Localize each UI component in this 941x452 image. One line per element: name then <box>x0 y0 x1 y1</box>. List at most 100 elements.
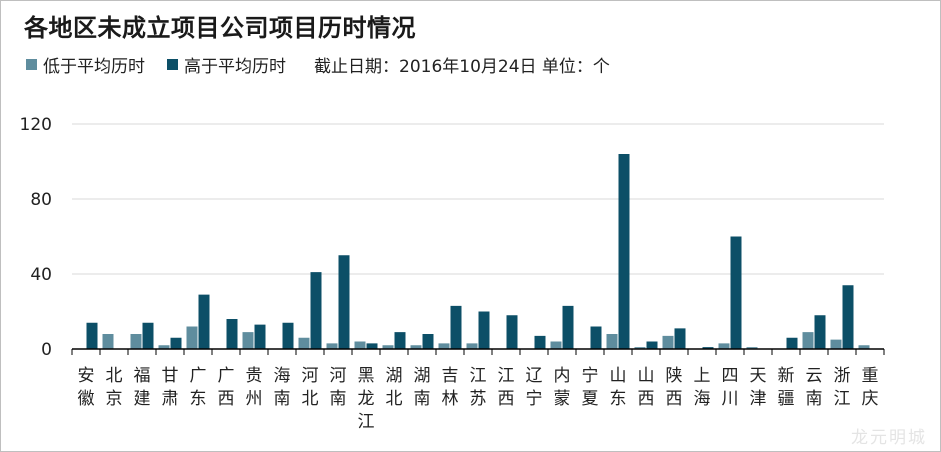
bar-low <box>242 332 254 349</box>
x-category-label: 广 <box>218 366 235 386</box>
bar-low <box>606 334 618 349</box>
bar-low <box>186 326 198 349</box>
x-category-label: 上 <box>694 366 711 386</box>
bar-high <box>702 347 714 349</box>
bar-low <box>550 341 562 349</box>
x-category-label: 北 <box>106 366 123 386</box>
x-category-label: 重 <box>862 366 879 386</box>
x-category-label: 河 <box>330 366 347 386</box>
x-category-label: 江 <box>498 366 515 386</box>
bar-high <box>310 272 322 349</box>
bar-high <box>730 236 742 349</box>
legend: 低于平均历时 高于平均历时 截止日期：2016年10月24日 单位：个 <box>26 52 610 77</box>
x-category-label: 海 <box>274 366 291 386</box>
x-category-label: 辽 <box>526 366 543 386</box>
bar-high <box>562 305 574 349</box>
bar-high <box>366 343 378 349</box>
bar-high <box>338 255 350 349</box>
bar-low <box>718 343 730 349</box>
x-category-label: 贵 <box>246 366 263 386</box>
x-category-label: 福 <box>134 366 151 386</box>
chart-title: 各地区未成立项目公司项目历时情况 <box>24 14 416 42</box>
bar-high <box>786 337 798 349</box>
bar-low <box>326 343 338 349</box>
x-category-label: 疆 <box>778 389 795 409</box>
bar-high <box>590 326 602 349</box>
x-category-label: 川 <box>722 389 739 409</box>
x-category-label: 庆 <box>862 389 879 409</box>
x-category-label: 吉 <box>442 366 459 386</box>
x-category-label: 徽 <box>78 389 95 409</box>
x-category-label: 湖 <box>386 366 403 386</box>
x-category-label: 湖 <box>414 366 431 386</box>
bar-high <box>282 322 294 349</box>
y-tick-label: 40 <box>30 265 52 285</box>
x-category-label: 北 <box>302 389 319 409</box>
x-category-label: 内 <box>554 366 571 386</box>
bar-low <box>746 347 758 349</box>
bar-low <box>130 334 142 349</box>
bar-high <box>394 332 406 349</box>
bar-low <box>410 345 422 349</box>
x-category-label: 州 <box>246 389 263 409</box>
legend-item-low: 低于平均历时 <box>26 52 145 77</box>
date-unit-note: 截止日期：2016年10月24日 单位：个 <box>314 56 610 77</box>
x-category-label: 西 <box>218 389 235 409</box>
bar-low <box>466 343 478 349</box>
x-category-label: 江 <box>834 389 851 409</box>
bar-high <box>142 322 154 349</box>
x-category-label: 江 <box>470 366 487 386</box>
y-tick-label: 0 <box>41 340 52 360</box>
y-tick-label: 120 <box>20 115 52 135</box>
x-category-label: 肃 <box>162 389 179 409</box>
x-category-label: 南 <box>806 389 823 409</box>
x-category-label: 四 <box>722 366 739 386</box>
x-category-label: 西 <box>638 389 655 409</box>
x-category-label: 宁 <box>582 366 599 386</box>
x-category-label: 津 <box>750 389 767 409</box>
x-category-label: 海 <box>694 389 711 409</box>
legend-swatch-low <box>26 58 37 70</box>
bar-high <box>814 315 826 349</box>
bar-low <box>102 334 114 349</box>
bar-high <box>478 311 490 349</box>
bar-high <box>618 154 630 349</box>
x-category-label: 甘 <box>162 366 179 386</box>
y-tick-label: 80 <box>30 190 52 210</box>
x-category-label: 山 <box>610 366 627 386</box>
x-category-label: 夏 <box>582 389 599 409</box>
x-category-label: 北 <box>386 389 403 409</box>
bar-low <box>158 345 170 349</box>
x-category-label: 西 <box>666 389 683 409</box>
x-category-label: 京 <box>106 389 123 409</box>
bar-low <box>382 345 394 349</box>
bar-high <box>534 335 546 349</box>
bar-high <box>170 337 182 349</box>
x-category-label: 云 <box>806 366 823 386</box>
x-category-label: 江 <box>358 412 375 432</box>
legend-swatch-high <box>167 58 178 70</box>
bar-high <box>254 324 266 349</box>
x-category-label: 河 <box>302 366 319 386</box>
x-category-label: 南 <box>330 389 347 409</box>
x-category-label: 东 <box>610 389 627 409</box>
bar-low <box>298 337 310 349</box>
bar-high <box>646 341 658 349</box>
bar-low <box>662 335 674 349</box>
x-category-label: 蒙 <box>554 389 571 409</box>
legend-label-high: 高于平均历时 <box>184 56 286 77</box>
bar-low <box>830 339 842 349</box>
bar-low <box>438 343 450 349</box>
x-category-label: 南 <box>274 389 291 409</box>
bar-high <box>226 319 238 349</box>
bar-high <box>422 334 434 349</box>
bar-high <box>506 315 518 349</box>
x-category-label: 浙 <box>834 366 851 386</box>
x-category-label: 西 <box>498 389 515 409</box>
bar-low <box>858 345 870 349</box>
x-category-label: 南 <box>414 389 431 409</box>
x-category-label: 山 <box>638 366 655 386</box>
bar-high <box>674 328 686 349</box>
